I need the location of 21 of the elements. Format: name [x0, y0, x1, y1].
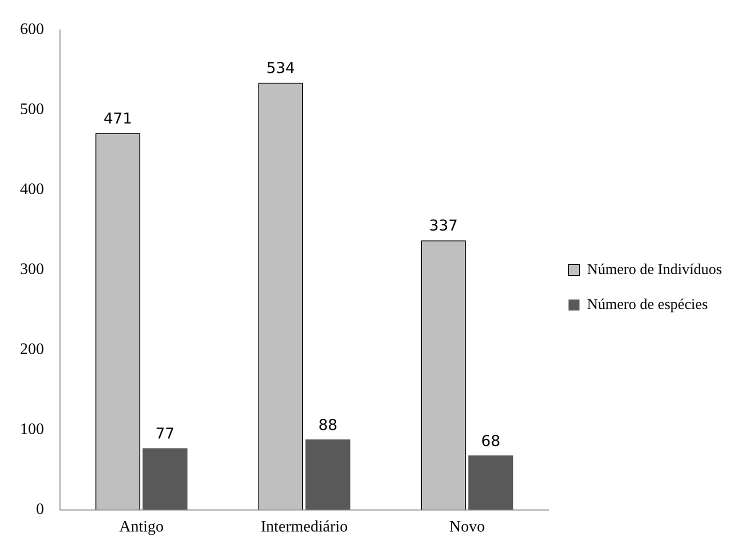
- data-label: 534: [266, 59, 295, 78]
- x-tick-label: Novo: [449, 518, 485, 536]
- data-label: 337: [429, 216, 458, 235]
- y-tick-label: 600: [20, 21, 44, 38]
- x-tick-label: Intermediário: [260, 518, 348, 536]
- legend-label: Número de Indivíduos: [587, 262, 722, 278]
- data-label: 471: [103, 110, 132, 128]
- x-tick-label: Antigo: [119, 518, 164, 536]
- y-tick-label: 500: [20, 101, 44, 118]
- legend-label: Número de espécies: [587, 296, 708, 313]
- bar: [142, 448, 188, 510]
- bar: [468, 455, 514, 510]
- data-label: 77: [155, 424, 175, 443]
- y-tick-label: 0: [36, 501, 44, 518]
- y-tick-label: 300: [20, 261, 44, 278]
- data-label: 88: [318, 416, 338, 434]
- y-tick-label: 100: [20, 421, 44, 438]
- y-tick-label: 400: [20, 181, 44, 198]
- bar: [305, 439, 350, 510]
- data-label: 68: [481, 432, 500, 450]
- y-tick-label: 200: [20, 341, 44, 358]
